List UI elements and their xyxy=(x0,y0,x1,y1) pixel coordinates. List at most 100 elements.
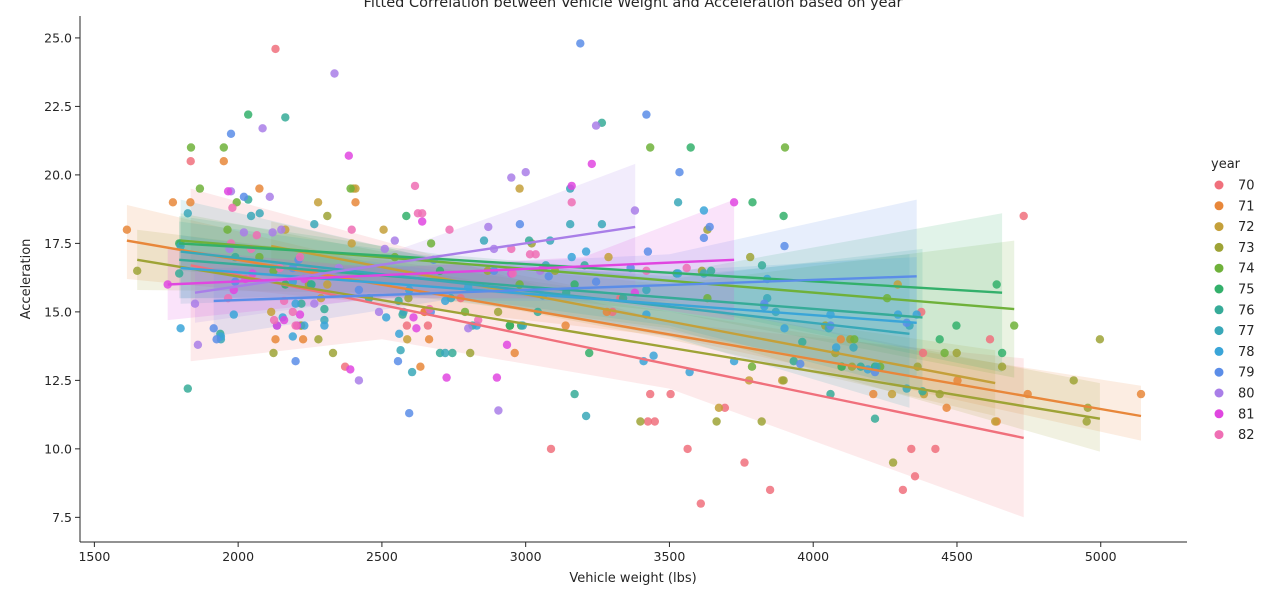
data-point-81 xyxy=(295,310,305,319)
data-point-73 xyxy=(314,335,323,344)
data-point-79 xyxy=(354,285,364,295)
data-point-73 xyxy=(133,266,142,275)
data-point-74 xyxy=(646,143,655,152)
data-point-81 xyxy=(567,181,576,191)
data-point-75 xyxy=(935,335,944,344)
data-point-79 xyxy=(699,233,709,243)
legend: year 70 71 72 73 74 75 76 77 78 79 80 81 82 xyxy=(1211,157,1255,443)
legend-marker-71 xyxy=(1214,201,1224,211)
data-point-78 xyxy=(300,321,309,330)
data-point-82 xyxy=(228,203,237,212)
data-point-73 xyxy=(888,458,898,467)
y-tick-label: 22.5 xyxy=(44,99,72,114)
data-point-80 xyxy=(484,222,493,232)
x-axis-label: Vehicle weight (lbs) xyxy=(569,571,696,586)
data-point-73 xyxy=(1082,417,1091,426)
data-point-73 xyxy=(997,362,1007,371)
chart-title: Fitted Correlation between Vehicle Weigh… xyxy=(364,0,903,11)
data-point-82 xyxy=(347,225,356,234)
legend-marker-75 xyxy=(1214,284,1224,294)
x-tick-label: 4500 xyxy=(941,549,973,564)
data-point-78 xyxy=(382,313,391,322)
data-point-80 xyxy=(190,299,200,308)
data-point-75 xyxy=(585,348,594,358)
data-point-79 xyxy=(405,409,414,418)
data-point-70 xyxy=(740,458,749,467)
data-point-77 xyxy=(396,346,405,355)
data-point-80 xyxy=(265,192,274,201)
data-point-73 xyxy=(1069,376,1078,385)
data-point-71 xyxy=(351,198,360,207)
data-point-81 xyxy=(223,187,233,196)
legend-label-82: 82 xyxy=(1238,428,1255,443)
fit-line-75 xyxy=(179,242,1003,294)
confidence-band-79 xyxy=(213,199,917,351)
data-point-77 xyxy=(183,209,192,218)
data-point-70 xyxy=(402,321,412,330)
data-point-78 xyxy=(780,324,789,333)
data-point-76 xyxy=(706,266,716,275)
data-point-70 xyxy=(643,417,653,426)
axes xyxy=(79,16,1187,543)
data-point-75 xyxy=(402,211,411,221)
data-point-70 xyxy=(186,157,195,166)
data-point-78 xyxy=(229,310,238,319)
data-point-78 xyxy=(288,332,297,341)
data-point-75 xyxy=(570,280,579,289)
data-point-75 xyxy=(992,280,1001,289)
data-point-70 xyxy=(683,444,692,454)
data-point-81 xyxy=(442,373,451,382)
data-point-79 xyxy=(515,220,525,229)
legend-label-70: 70 xyxy=(1238,179,1255,194)
data-point-80 xyxy=(380,244,389,254)
data-point-78 xyxy=(649,351,658,360)
data-point-82 xyxy=(269,315,279,325)
data-point-74 xyxy=(940,348,949,358)
data-point-81 xyxy=(344,151,353,160)
data-point-81 xyxy=(409,313,418,322)
data-point-72 xyxy=(267,307,276,317)
data-point-70 xyxy=(696,499,705,508)
data-point-80 xyxy=(310,299,319,308)
legend-label-76: 76 xyxy=(1238,303,1255,318)
confidence-band-78 xyxy=(180,235,917,378)
data-point-71 xyxy=(271,335,280,344)
data-point-71 xyxy=(1136,389,1146,399)
fit-line-73 xyxy=(137,258,1101,420)
data-point-79 xyxy=(796,359,805,369)
data-point-80 xyxy=(277,225,286,234)
legend-marker-78 xyxy=(1214,346,1224,356)
y-axis-ticks: 7.5 10.0 12.5 15.0 17.5 20.0 22.5 25.0 xyxy=(44,30,80,525)
data-point-70 xyxy=(271,44,280,54)
data-point-82 xyxy=(291,321,300,330)
data-point-76 xyxy=(297,299,306,308)
data-point-80 xyxy=(268,228,277,237)
data-point-77 xyxy=(407,367,417,377)
data-point-73 xyxy=(779,376,788,385)
data-point-81 xyxy=(418,217,427,226)
data-point-72 xyxy=(403,335,412,344)
data-point-71 xyxy=(869,389,878,399)
data-point-80 xyxy=(630,206,640,215)
confidence-band-71 xyxy=(126,205,1141,441)
legend-label-80: 80 xyxy=(1238,387,1255,402)
data-point-73 xyxy=(712,417,721,426)
data-point-82 xyxy=(410,181,420,191)
data-point-73 xyxy=(404,294,413,303)
data-point-73 xyxy=(1095,335,1105,344)
data-point-79 xyxy=(576,39,585,48)
data-point-70 xyxy=(898,485,908,495)
data-point-77 xyxy=(849,343,858,352)
y-tick-label: 10.0 xyxy=(44,441,72,456)
data-point-78 xyxy=(699,206,709,215)
data-point-72 xyxy=(347,239,356,248)
data-point-81 xyxy=(729,198,739,207)
data-point-80 xyxy=(374,307,384,317)
data-point-76 xyxy=(320,304,329,314)
data-point-80 xyxy=(521,168,530,177)
x-tick-label: 4000 xyxy=(797,549,829,564)
fit-line-79 xyxy=(213,275,917,303)
data-point-71 xyxy=(953,376,962,385)
data-point-74 xyxy=(269,266,278,275)
data-point-76 xyxy=(570,389,579,399)
